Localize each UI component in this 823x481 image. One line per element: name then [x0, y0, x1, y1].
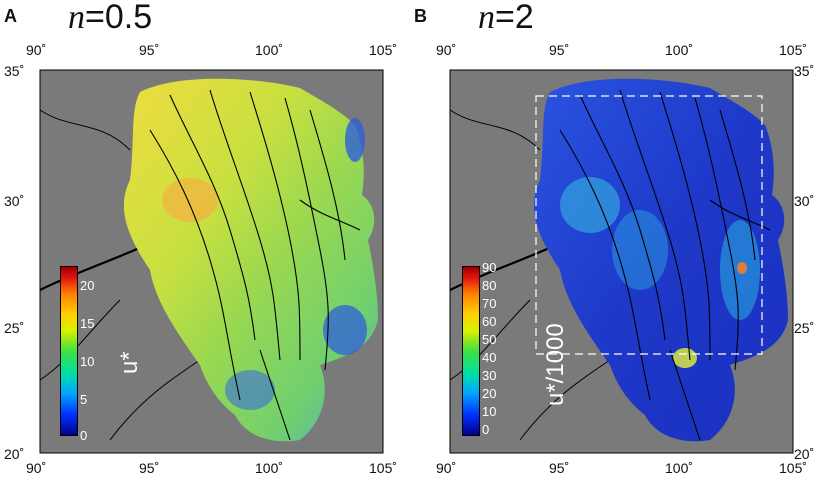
- colorbar-tick: 40: [482, 351, 496, 364]
- colorbar-gradient: [60, 266, 78, 436]
- colorbar-tick: 30: [482, 369, 496, 382]
- x-tick-bottom: 90˚: [26, 460, 46, 476]
- x-tick-bottom: 100˚: [665, 460, 693, 476]
- colorbar-tick: 80: [482, 279, 496, 292]
- x-tick-bottom: 105˚: [369, 460, 397, 476]
- colorbar-tick: 0: [80, 429, 87, 442]
- field-hotspot: [737, 262, 747, 274]
- x-tick-bottom: 100˚: [255, 460, 283, 476]
- colorbar-tick: 10: [482, 405, 496, 418]
- colorbar-label: u*: [116, 351, 144, 374]
- colorbar-tick: 5: [80, 393, 87, 406]
- x-tick-bottom: 90˚: [436, 460, 456, 476]
- x-tick-top: 105˚: [369, 42, 397, 58]
- y-tick: 25˚: [794, 320, 814, 336]
- panel-title: n=2: [478, 0, 534, 37]
- colorbar-tick: 50: [482, 333, 496, 346]
- panel-a: A n=0.5 90˚ 95˚ 100˚ 105˚ 90˚ 95˚ 100˚ 1…: [0, 0, 411, 481]
- panel-b: B n=2 90˚ 95˚ 100˚ 105˚ 90˚ 95˚ 100˚ 105…: [410, 0, 821, 481]
- x-tick-bottom: 95˚: [549, 460, 569, 476]
- colorbar-tick: 90: [482, 261, 496, 274]
- x-tick-top: 100˚: [255, 42, 283, 58]
- field-lowspot: [225, 370, 275, 410]
- panel-letter: B: [414, 6, 427, 27]
- x-tick-top: 90˚: [436, 42, 456, 58]
- field-highspot: [560, 177, 620, 233]
- colorbar-tick: 0: [482, 423, 489, 436]
- colorbar-gradient: [462, 266, 480, 436]
- colorbar-tick: 15: [80, 317, 94, 330]
- y-tick: 25˚: [4, 320, 24, 336]
- field-hotspot: [162, 178, 218, 222]
- colorbar-tick: 20: [482, 387, 496, 400]
- field-highspot: [612, 210, 668, 290]
- panel-letter: A: [4, 6, 17, 27]
- field-lowspot: [323, 305, 367, 355]
- x-tick-top: 95˚: [549, 42, 569, 58]
- field-lowspot: [345, 118, 365, 162]
- colorbar-tick: 70: [482, 297, 496, 310]
- y-tick: 35˚: [794, 63, 814, 79]
- panel-title: n=0.5: [68, 0, 152, 37]
- x-tick-top: 100˚: [665, 42, 693, 58]
- colorbar-tick: 20: [80, 279, 94, 292]
- y-tick: 20˚: [794, 446, 814, 462]
- colorbar-tick: 60: [482, 315, 496, 328]
- y-tick: 30˚: [794, 193, 814, 209]
- x-tick-bottom: 95˚: [139, 460, 159, 476]
- x-tick-bottom: 105˚: [779, 460, 807, 476]
- y-tick: 30˚: [4, 193, 24, 209]
- y-tick: 20˚: [4, 446, 24, 462]
- x-tick-top: 95˚: [139, 42, 159, 58]
- field-hotspot: [673, 348, 697, 368]
- x-tick-top: 90˚: [26, 42, 46, 58]
- y-tick: 35˚: [4, 63, 24, 79]
- colorbar-tick: 10: [80, 355, 94, 368]
- colorbar-label: u*/1000: [542, 323, 570, 406]
- x-tick-top: 105˚: [779, 42, 807, 58]
